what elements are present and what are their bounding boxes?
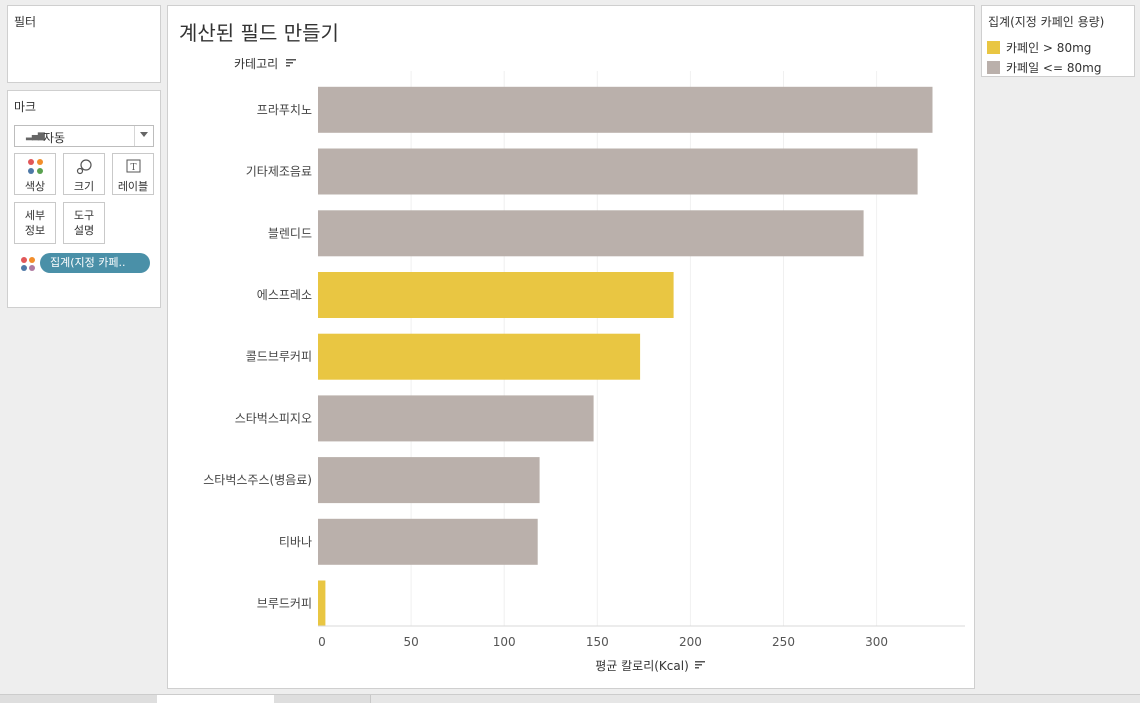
- legend-item-caffeine-high[interactable]: 카페인 > 80mg: [987, 39, 1092, 55]
- bar-chart-icon: ▂▄▆: [26, 131, 45, 141]
- x-tick-label: 100: [493, 635, 516, 649]
- color-field-pill[interactable]: 집계(지정 카페..: [40, 253, 150, 273]
- tooltip-button-label-2: 설명: [73, 224, 95, 237]
- tooltip-button[interactable]: 도구 설명: [63, 202, 105, 244]
- label-button-label: 레이블: [117, 180, 149, 193]
- bar[interactable]: [318, 210, 864, 257]
- marks-title: 마크: [14, 100, 37, 114]
- svg-text:T: T: [130, 163, 136, 173]
- legend-label: 카페일 <= 80mg: [1006, 61, 1102, 75]
- size-icon: [76, 159, 92, 175]
- sort-icon[interactable]: [286, 59, 296, 67]
- bar[interactable]: [318, 457, 540, 504]
- size-button[interactable]: 크기: [63, 153, 105, 195]
- chart-title: 계산된 필드 만들기: [179, 21, 339, 45]
- category-label: 에스프레소: [257, 288, 312, 302]
- color-button-label: 색상: [24, 180, 46, 193]
- bar[interactable]: [318, 333, 641, 380]
- legend-label: 카페인 > 80mg: [1006, 41, 1092, 55]
- mark-type-dropdown[interactable]: ▂▄▆ 자동: [14, 125, 154, 147]
- sheet-tab[interactable]: [338, 695, 371, 703]
- bar[interactable]: [318, 148, 918, 195]
- category-label: 브루드커피: [257, 596, 312, 610]
- color-dots-icon: [28, 159, 43, 174]
- legend-swatch: [987, 61, 1000, 74]
- legend-swatch: [987, 41, 1000, 54]
- chevron-down-icon[interactable]: [134, 126, 153, 146]
- bar[interactable]: [318, 86, 933, 133]
- bar[interactable]: [318, 272, 674, 318]
- bar[interactable]: [318, 518, 538, 565]
- color-legend: 집계(지정 카페인 용량) 카페인 > 80mg 카페일 <= 80mg: [981, 5, 1135, 77]
- sheet-tab-bar: [0, 694, 1140, 703]
- mark-type-label: 자동: [43, 131, 66, 145]
- row-header: 카테고리: [234, 57, 278, 71]
- detail-button[interactable]: 세부 정보: [14, 202, 56, 244]
- sort-icon[interactable]: [695, 661, 705, 669]
- category-label: 기타제조음료: [246, 165, 312, 179]
- color-button[interactable]: 색상: [14, 153, 56, 195]
- legend-item-caffeine-low[interactable]: 카페일 <= 80mg: [987, 59, 1102, 75]
- legend-title: 집계(지정 카페인 용량): [988, 15, 1105, 29]
- category-label: 블렌디드: [268, 226, 312, 240]
- detail-button-label-2: 정보: [24, 224, 46, 237]
- label-button[interactable]: T 레이블: [112, 153, 154, 195]
- x-tick-label: 200: [679, 635, 702, 649]
- category-label: 스타벅스피지오: [235, 411, 312, 425]
- x-tick-label: 0: [318, 635, 326, 649]
- category-label: 프라푸치노: [257, 103, 312, 117]
- size-button-label: 크기: [73, 180, 95, 193]
- x-axis-title: 평균 칼로리(Kcal): [595, 659, 689, 673]
- category-label: 콜드브루커피: [246, 350, 312, 364]
- category-label: 스타벅스주스(병음료): [203, 473, 312, 487]
- x-tick-label: 50: [403, 635, 418, 649]
- text-label-icon: T: [126, 159, 141, 173]
- x-tick-label: 150: [586, 635, 609, 649]
- detail-button-label-1: 세부: [24, 209, 46, 222]
- tooltip-button-label-1: 도구: [73, 209, 95, 222]
- color-dots-icon: [21, 257, 35, 271]
- x-tick-label: 250: [772, 635, 795, 649]
- x-tick-label: 300: [865, 635, 888, 649]
- filters-shelf[interactable]: 필터: [7, 5, 161, 83]
- marks-card: 마크 ▂▄▆ 자동 색상 크기 T 레이블 세부 정보 도구 설명: [7, 90, 161, 308]
- category-label: 티바나: [279, 535, 312, 549]
- bar[interactable]: [318, 395, 594, 442]
- bar[interactable]: [318, 580, 326, 627]
- filters-title: 필터: [14, 15, 37, 29]
- bar-chart: 프라푸치노기타제조음료블렌디드에스프레소콜드브루커피스타벅스피지오스타벅스주스(…: [203, 57, 965, 673]
